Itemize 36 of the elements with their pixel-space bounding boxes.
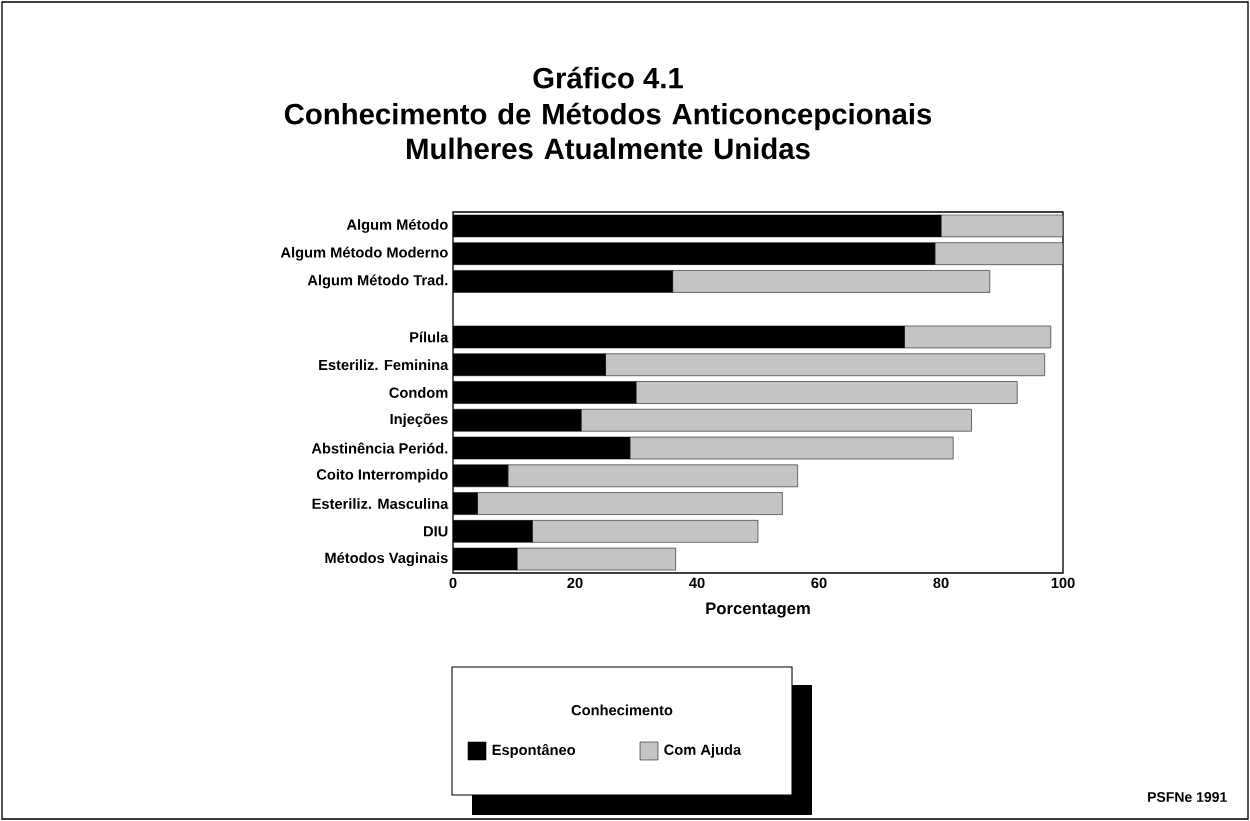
y-tick-label: Pílula	[410, 331, 449, 343]
y-tick-label: Algum Método Moderno	[280, 246, 448, 261]
bar	[516, 547, 676, 571]
bar	[635, 381, 1018, 404]
y-tick-label: Esteriliz. Feminina	[319, 359, 449, 371]
y-tick-label: Métodos Vaginais	[325, 552, 448, 567]
legend-title: Conhecimento	[571, 704, 673, 716]
y-tick-label: Injeções	[390, 413, 448, 428]
chart-title: Gráfico 4.1	[533, 66, 683, 89]
legend-label: Com Ajuda	[664, 744, 742, 758]
y-tick-label: Esteriliz. Masculina	[312, 498, 449, 509]
y-tick-label: Abstinência Periód.	[311, 442, 448, 454]
x-tick-label: 60	[811, 577, 827, 589]
y-tick-label: Algum Método Trad.	[307, 274, 448, 289]
bar	[629, 436, 954, 460]
y-tick-label: DIU	[424, 526, 448, 537]
x-tick-label: 100	[1051, 577, 1075, 589]
x-tick-label: 0	[449, 577, 457, 589]
y-tick-label: Algum Método	[346, 218, 448, 233]
chart-subtitle: Conhecimento de Métodos Anticoncepcionais Mulheres Atualmente Unidas	[284, 102, 932, 160]
text: PSFNe 1991	[1148, 792, 1227, 802]
bar	[605, 353, 1045, 376]
y-tick-label: Condom	[389, 387, 448, 398]
bar	[477, 492, 783, 515]
bar	[532, 520, 759, 543]
x-tick-label: 40	[689, 577, 705, 589]
bar	[507, 464, 798, 488]
bar	[672, 270, 991, 293]
x-axis-title: Porcentagem	[706, 602, 810, 618]
bar	[904, 325, 1052, 349]
bar	[580, 408, 972, 432]
x-tick-label: 80	[933, 577, 949, 589]
y-tick-label: Coito Interrompido	[316, 468, 448, 483]
bar	[934, 242, 1063, 265]
legend-label: Espontâneo	[492, 744, 576, 758]
x-tick-label: 20	[567, 577, 583, 589]
